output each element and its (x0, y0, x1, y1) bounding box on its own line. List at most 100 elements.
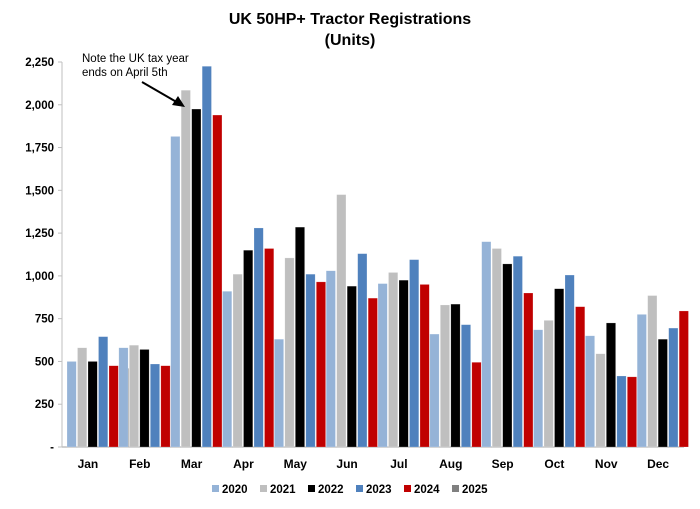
legend-swatch-2021 (260, 485, 267, 492)
legend-label-2025: 2025 (462, 484, 488, 496)
bar-oct-2021 (543, 320, 554, 448)
y-tick-label: 250 (35, 399, 54, 411)
x-tick-label: Dec (647, 457, 669, 471)
bar-nov-2023 (616, 375, 627, 448)
bar-sep-2021 (491, 248, 502, 448)
y-tick-label: 2,000 (25, 100, 54, 112)
bar-jul-2021 (388, 272, 399, 448)
x-tick-label: Nov (595, 457, 618, 471)
y-tick-label: - (50, 442, 54, 454)
legend-swatch-2022 (308, 485, 315, 492)
x-tick-label: Feb (129, 457, 150, 471)
bar-sep-2024 (523, 292, 534, 448)
bar-jul-2024 (419, 284, 430, 448)
x-tick-label: May (284, 457, 308, 471)
legend-swatch-2024 (404, 485, 411, 492)
bar-feb-2022 (139, 349, 150, 448)
bar-oct-2023 (564, 274, 575, 448)
y-tick-label: 1,000 (25, 271, 54, 283)
y-tick-label: 1,250 (25, 228, 54, 240)
bar-sep-2023 (512, 255, 523, 448)
bar-aug-2024 (471, 362, 482, 448)
bar-aug-2020 (429, 333, 440, 448)
y-tick-label: 1,500 (25, 185, 54, 197)
bar-nov-2021 (595, 353, 606, 448)
bar-nov-2020 (585, 335, 595, 448)
bar-nov-2022 (606, 322, 616, 448)
bar-dec-2024 (678, 310, 689, 448)
bar-dec-2021 (647, 295, 658, 448)
bar-jan-2024 (108, 365, 119, 448)
legend-swatch-2025 (452, 485, 459, 492)
bar-may-2020 (274, 338, 284, 448)
bar-mar-2021 (180, 89, 191, 448)
bar-oct-2024 (575, 306, 586, 448)
bar-jul-2020 (377, 283, 388, 448)
bar-aug-2021 (440, 304, 450, 448)
bar-may-2023 (305, 273, 316, 448)
bar-apr-2024 (264, 248, 275, 448)
bar-sep-2022 (502, 263, 513, 448)
legend-label-2021: 2021 (270, 484, 296, 496)
annotation-line-1: Note the UK tax year (82, 53, 189, 65)
bar-jul-2022 (398, 279, 409, 448)
bar-feb-2020 (118, 347, 129, 448)
y-tick-label: 1,750 (25, 143, 54, 155)
bar-feb-2024 (160, 365, 171, 448)
bar-jun-2022 (346, 285, 357, 448)
bar-jan-2021 (77, 347, 88, 448)
x-tick-label: Apr (233, 457, 254, 471)
bar-may-2021 (284, 257, 295, 448)
bar-dec-2020 (636, 314, 647, 448)
bar-aug-2023 (461, 324, 471, 448)
bar-oct-2022 (554, 288, 565, 448)
bar-sep-2020 (481, 241, 492, 448)
bar-apr-2021 (232, 273, 243, 448)
y-tick-label: 2,250 (25, 57, 54, 69)
y-tick-label: 750 (35, 314, 54, 326)
bar-aug-2022 (450, 303, 461, 448)
bar-jun-2020 (325, 270, 336, 448)
bar-dec-2022 (657, 338, 668, 448)
annotation-arrow (141, 81, 181, 105)
x-tick-label: Oct (544, 457, 564, 471)
chart-subtitle: (Units) (325, 32, 376, 49)
bar-apr-2020 (222, 291, 233, 448)
x-tick-label: Jul (390, 457, 407, 471)
bar-feb-2021 (129, 344, 139, 448)
bar-apr-2023 (253, 227, 264, 448)
bar-jan-2023 (98, 336, 109, 448)
annotation-line-2: ends on April 5th (82, 67, 168, 79)
x-tick-label: Jun (336, 457, 357, 471)
bar-nov-2024 (627, 376, 637, 448)
legend-swatch-2023 (356, 485, 363, 492)
bar-mar-2023 (201, 66, 212, 448)
bar-mar-2024 (212, 114, 223, 448)
annotation-arrowhead-icon (172, 96, 185, 107)
bar-jul-2023 (409, 259, 420, 448)
bar-jun-2023 (357, 253, 368, 448)
bar-jun-2021 (336, 194, 347, 448)
bar-mar-2020 (170, 136, 181, 448)
y-tick-label: 500 (35, 356, 54, 368)
bar-jan-2020 (66, 361, 77, 448)
x-tick-label: Sep (492, 457, 514, 471)
chart-title: UK 50HP+ Tractor Registrations (229, 11, 471, 28)
x-tick-label: Mar (181, 457, 203, 471)
legend-swatch-2020 (212, 485, 219, 492)
legend-label-2022: 2022 (318, 484, 344, 496)
x-tick-label: Jan (78, 457, 99, 471)
bar-dec-2023 (668, 327, 679, 448)
legend-label-2020: 2020 (222, 484, 248, 496)
bar-feb-2023 (150, 363, 160, 448)
bar-may-2024 (316, 281, 326, 448)
x-tick-label: Aug (439, 457, 462, 471)
bar-jan-2022 (87, 361, 98, 448)
bar-may-2022 (295, 226, 305, 448)
bar-apr-2022 (243, 249, 254, 448)
legend-label-2023: 2023 (366, 484, 392, 496)
bar-mar-2022 (191, 108, 202, 448)
legend-label-2024: 2024 (414, 484, 440, 496)
bar-jun-2024 (367, 297, 378, 448)
